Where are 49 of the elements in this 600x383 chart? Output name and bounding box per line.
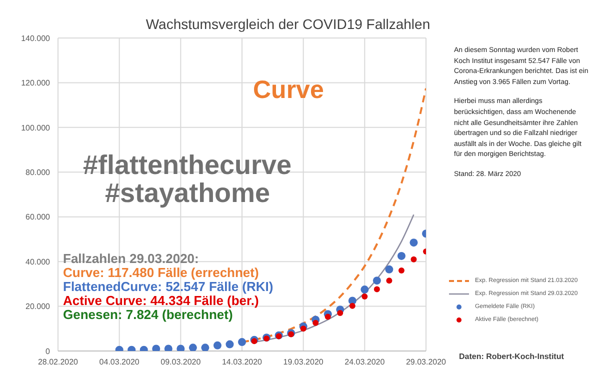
point <box>312 320 319 326</box>
point <box>349 302 356 309</box>
annotation: #stayathome <box>105 178 270 209</box>
point <box>385 265 394 274</box>
y-tick-label: 120.000 <box>21 78 51 88</box>
y-tick-label: 140.000 <box>21 34 51 43</box>
x-tick-label: 24.03.2020 <box>344 358 386 367</box>
y-tick-label: 20.000 <box>26 302 51 312</box>
point <box>188 344 197 351</box>
point <box>374 286 380 292</box>
annotation: Curve <box>253 76 324 105</box>
y-tick-label: 60.000 <box>26 212 51 222</box>
y-tick-label: 100.000 <box>21 123 51 132</box>
y-tick-label: 0 <box>46 346 51 356</box>
point <box>226 340 234 348</box>
point <box>176 344 185 351</box>
point <box>324 314 331 320</box>
point <box>201 344 210 351</box>
x-tick-label: 19.03.2020 <box>283 358 324 367</box>
point <box>386 278 392 284</box>
point <box>164 344 172 351</box>
point <box>398 268 404 274</box>
point <box>213 341 222 350</box>
annotation: Genesen: 7.824 (berechnet) <box>63 307 233 322</box>
point <box>410 238 418 247</box>
point <box>251 338 258 344</box>
text: Daten: Robert-Koch-Institut <box>459 352 564 361</box>
annotation: #flattenthecurve <box>83 150 292 181</box>
point <box>410 256 417 262</box>
point <box>300 326 306 332</box>
x-tick-label: 29.03.2020 <box>406 358 447 367</box>
y-tick-label: 80.000 <box>26 168 51 177</box>
point <box>362 293 368 300</box>
annotation: FlattenedCurve: 52.547 Fälle (RKI) <box>63 279 274 294</box>
annotation: Fallzahlen 29.03.2020: <box>63 251 199 266</box>
annotation: Active Curve: 44.334 Fälle (ber.) <box>63 293 259 308</box>
point <box>360 286 369 294</box>
x-tick-label: 14.03.2020 <box>222 358 263 367</box>
point <box>397 252 406 260</box>
x-tick-label: 28.02.2020 <box>38 358 79 367</box>
point <box>337 310 344 316</box>
x-tick-label: 09.03.2020 <box>160 358 202 367</box>
chart-title: Wachstumsvergleich der COVID19 Fallzahlen <box>144 15 432 32</box>
point <box>372 276 381 285</box>
annotation: Curve: 117.480 Fälle (errechnet) <box>63 265 259 280</box>
point <box>152 344 160 351</box>
point <box>238 338 246 346</box>
y-tick-label: 40.000 <box>26 257 51 266</box>
x-tick-label: 04.03.2020 <box>99 358 140 367</box>
